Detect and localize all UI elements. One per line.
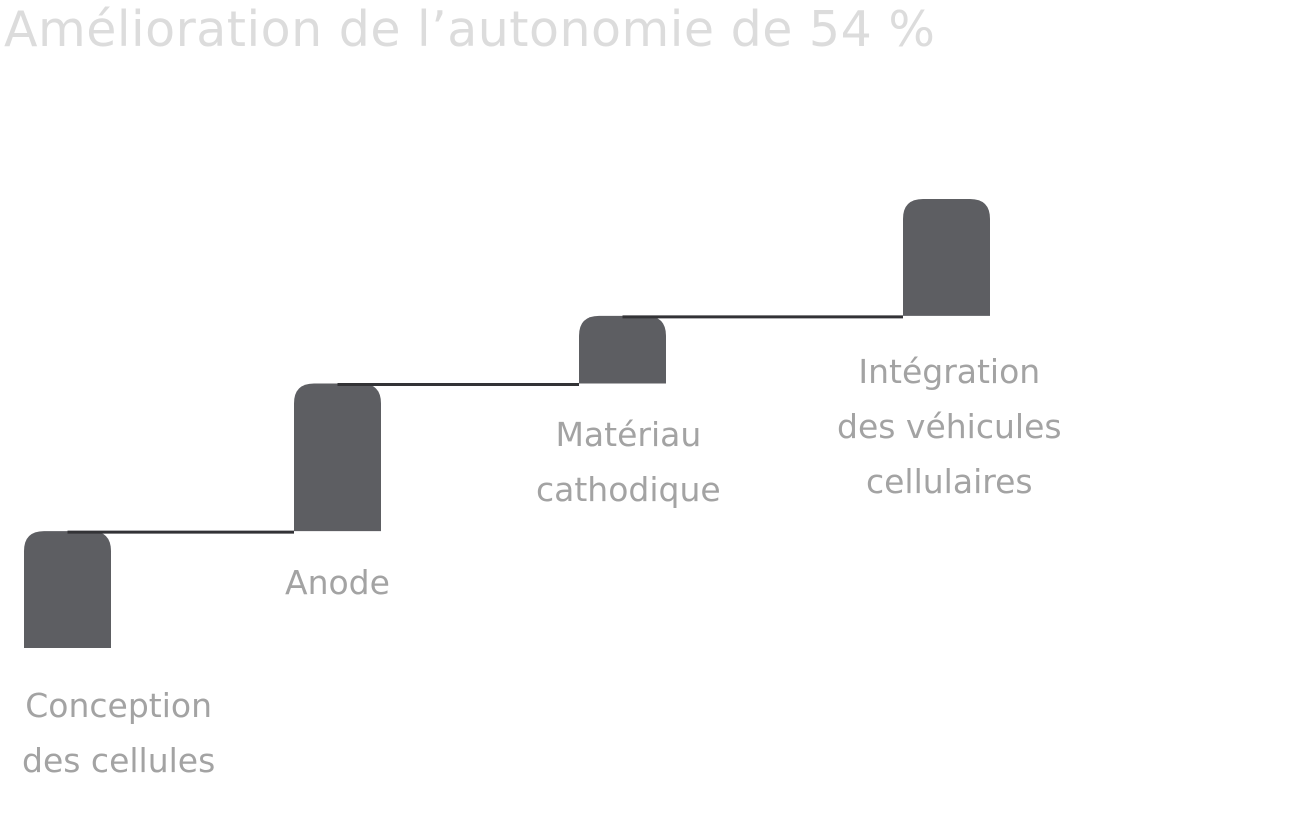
step-label-1: Conception des cellules xyxy=(22,678,215,788)
step-label-line: des véhicules xyxy=(837,407,1062,446)
step-block-3 xyxy=(579,315,666,384)
step-label-3: Matériau cathodique xyxy=(536,407,721,517)
chart-title: Amélioration de l’autonomie de 54 % xyxy=(4,1,936,58)
step-label-line: des cellules xyxy=(22,741,216,780)
step-label-line: Anode xyxy=(285,563,390,602)
step-label-line: cellulaires xyxy=(865,462,1033,501)
step-label-line: Conception xyxy=(25,686,213,725)
step-block-1 xyxy=(24,531,111,648)
step-label-4: Intégration des véhicules cellulaires xyxy=(837,344,1062,509)
step-label-line: Intégration xyxy=(858,352,1041,391)
step-label-2: Anode xyxy=(285,555,390,610)
step-label-line: cathodique xyxy=(536,470,721,509)
step-block-4 xyxy=(903,199,990,316)
step-block-2 xyxy=(294,383,381,532)
step-label-line: Matériau xyxy=(555,415,702,454)
